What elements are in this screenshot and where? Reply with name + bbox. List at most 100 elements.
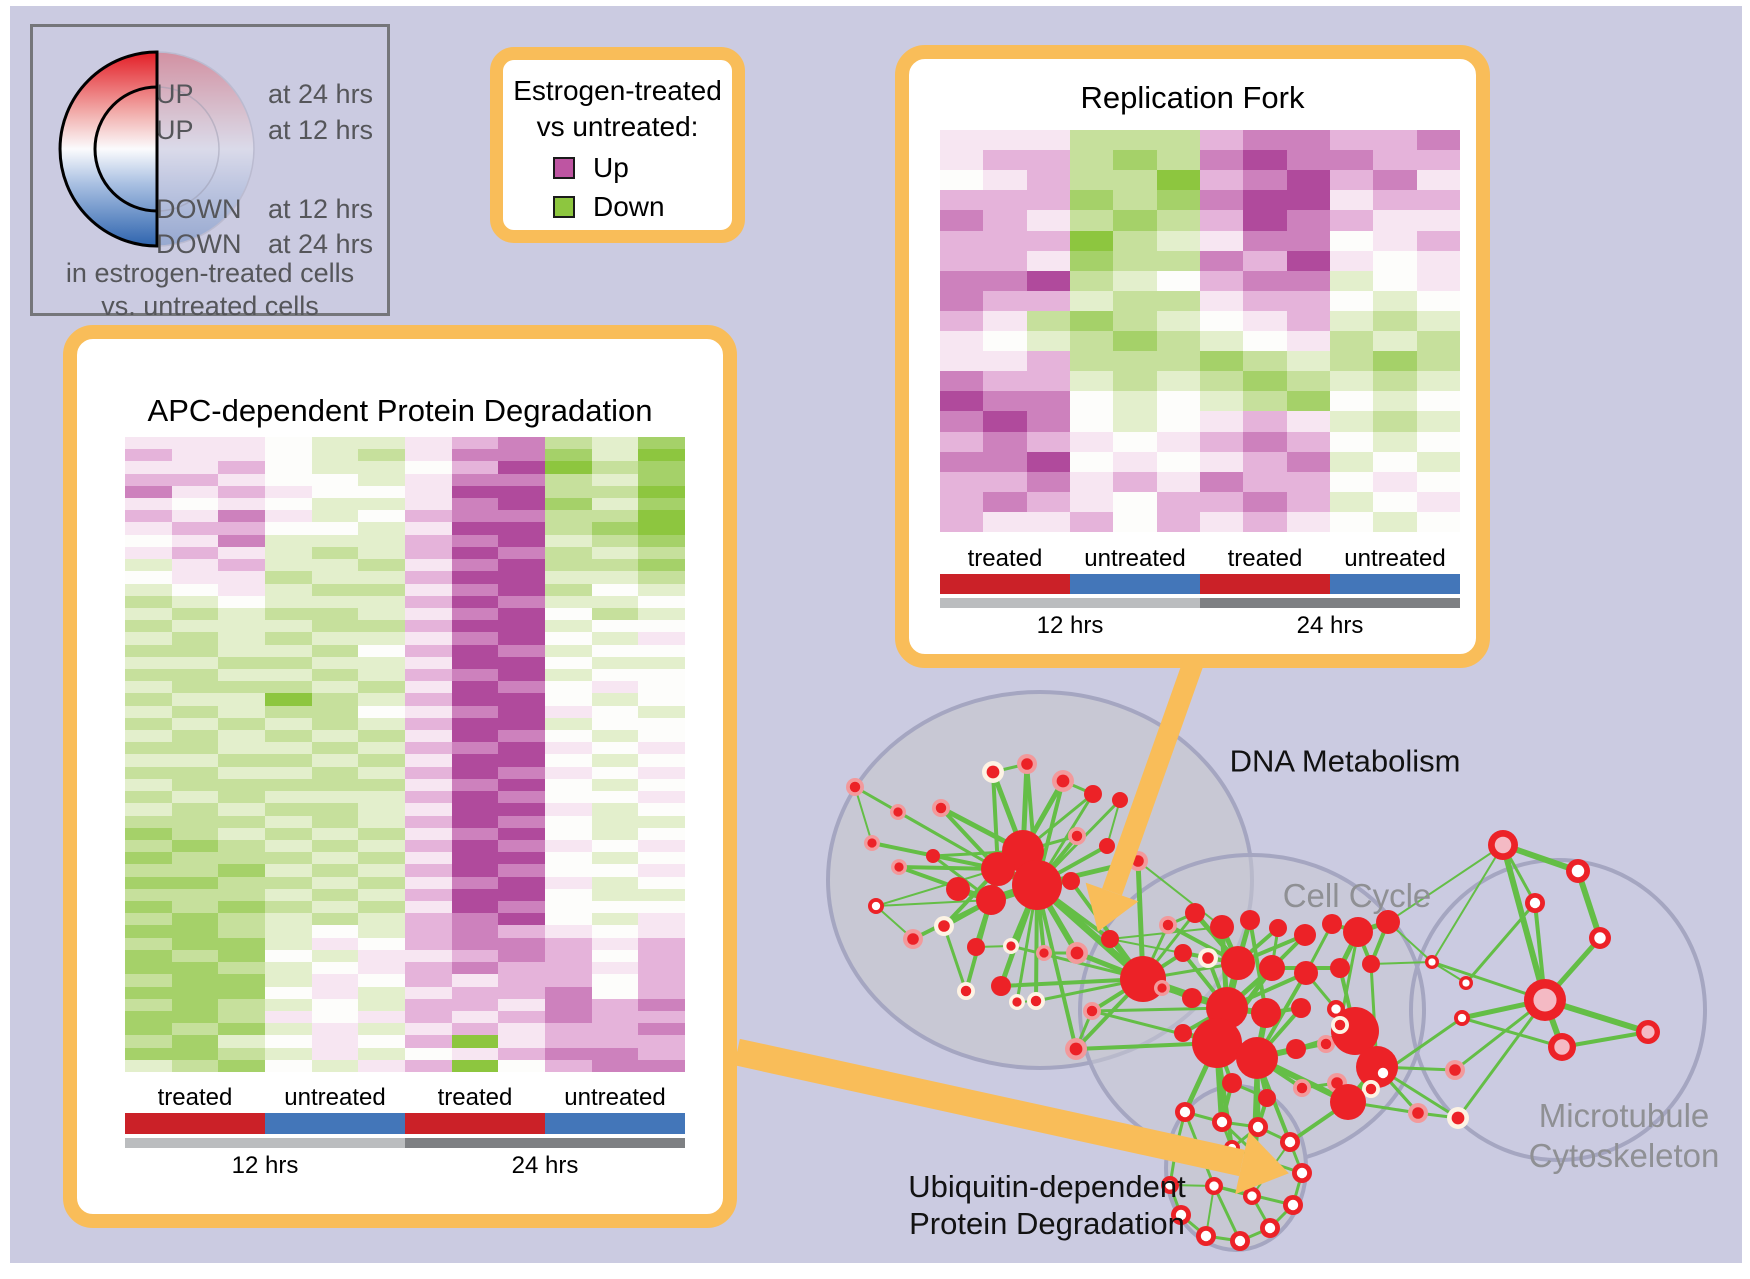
heatmap-cell <box>125 644 172 657</box>
heatmap-cell <box>1373 371 1417 392</box>
updown-direction-label: UP <box>156 115 194 145</box>
heatmap-cell <box>498 522 545 535</box>
heatmap-cell <box>1113 471 1157 492</box>
heatmap-cell <box>171 778 219 792</box>
heatmap-cell <box>125 888 172 902</box>
heatmap-cell <box>125 583 172 596</box>
heatmap-cell <box>591 815 639 828</box>
heatmap-cell <box>591 717 639 731</box>
heatmap-cell <box>405 693 452 706</box>
heatmap-cell <box>171 1010 219 1024</box>
heatmap-cell <box>311 644 359 657</box>
heatmap-cell <box>311 803 359 816</box>
faded-right-half <box>156 51 255 247</box>
heatmap-cell <box>591 595 639 608</box>
heatmap-cell <box>545 852 592 865</box>
heatmap-cell <box>638 962 685 975</box>
heatmap-cell <box>591 949 639 963</box>
heatmap-row <box>125 607 685 621</box>
heatmap-row <box>940 511 1460 532</box>
heatmap-cell <box>405 632 452 645</box>
heatmap-cell <box>545 827 592 840</box>
heatmap-cell <box>125 656 172 670</box>
heatmap-cell <box>1156 210 1200 231</box>
heatmap-row <box>125 669 685 682</box>
heatmap-cell <box>358 766 405 779</box>
heatmap-cell <box>265 901 312 914</box>
heatmap-cell <box>265 449 312 462</box>
heatmap-cell <box>451 1059 499 1072</box>
time-span-bar <box>125 1138 405 1148</box>
heatmap-cell <box>171 620 219 633</box>
heatmap-cell <box>311 876 359 889</box>
cluster-label-line: Cytoskeleton <box>1528 1137 1720 1174</box>
heatmap-cell <box>1329 310 1374 331</box>
heatmap-cell <box>265 620 312 633</box>
heatmap-row <box>125 901 685 914</box>
heatmap-cell <box>358 730 405 743</box>
heatmap-cell <box>451 1047 499 1060</box>
heatmap-cell <box>171 888 219 902</box>
heatmap-row <box>125 1047 685 1060</box>
heatmap-cell <box>498 607 545 621</box>
heatmap-cell <box>265 485 312 499</box>
heatmap-cell <box>940 170 984 191</box>
heatmap-cell <box>405 607 452 621</box>
heatmap-cell <box>451 1023 499 1036</box>
heatmap-cell <box>405 974 452 987</box>
heatmap-cell <box>405 510 452 523</box>
heatmap-cell <box>545 717 592 731</box>
heatmap-cell <box>1156 130 1200 151</box>
heatmap-cell <box>265 644 312 657</box>
heatmap-cell <box>545 1035 592 1048</box>
heatmap-cell <box>638 766 685 779</box>
heatmap-cell <box>218 461 265 474</box>
heatmap-row <box>940 250 1460 271</box>
heatmap-cell <box>311 656 359 670</box>
heatmap-cell <box>545 754 592 767</box>
heatmap-cell <box>311 901 359 914</box>
heatmap-cell <box>311 974 359 987</box>
heatmap-cell <box>125 669 172 682</box>
heatmap-cell <box>405 669 452 682</box>
heatmap-cell <box>171 1059 219 1072</box>
heatmap-cell <box>1373 250 1417 271</box>
heatmap-row <box>125 717 685 731</box>
heatmap-cell <box>638 827 685 840</box>
heatmap-cell <box>1243 230 1287 251</box>
updown-ring-diagram <box>58 50 255 248</box>
heatmap-cell <box>311 534 359 547</box>
heatmap-cell <box>940 491 984 512</box>
heatmap-cell <box>218 522 265 535</box>
heatmap-cell <box>940 290 984 311</box>
condition-color-bar <box>265 1113 405 1134</box>
heatmap-cell <box>545 803 592 816</box>
heatmap-cell <box>171 815 219 828</box>
heatmap-cell <box>451 644 499 657</box>
heatmap-cell <box>1243 270 1287 291</box>
heatmap-cell <box>218 669 265 682</box>
heatmap-cell <box>218 766 265 779</box>
heatmap-cell <box>1373 491 1417 512</box>
updown-row: DOWN at 24 hrs <box>156 229 373 260</box>
heatmap-cell <box>218 949 265 963</box>
heatmap-cell <box>265 669 312 682</box>
heatmap-cell <box>311 913 359 926</box>
heatmap-cell <box>545 986 592 999</box>
heatmap-cell <box>1113 270 1157 291</box>
heatmap-cell <box>1026 391 1070 412</box>
heatmap-cell <box>1416 190 1460 211</box>
heatmap-cell <box>218 962 265 975</box>
heatmap-cell <box>405 876 452 889</box>
heatmap-cell <box>358 791 405 804</box>
heatmap-cell <box>311 730 359 743</box>
heatmap-cell <box>1416 371 1460 392</box>
heatmap-cell <box>1329 471 1374 492</box>
heatmap-cell <box>591 437 639 450</box>
heatmap-cell <box>1416 310 1460 331</box>
heatmap-cell <box>171 791 219 804</box>
heatmap-cell <box>1243 190 1287 211</box>
heatmap-cell <box>591 693 639 706</box>
heatmap-cell <box>1113 411 1157 432</box>
heatmap-cell <box>405 913 452 926</box>
